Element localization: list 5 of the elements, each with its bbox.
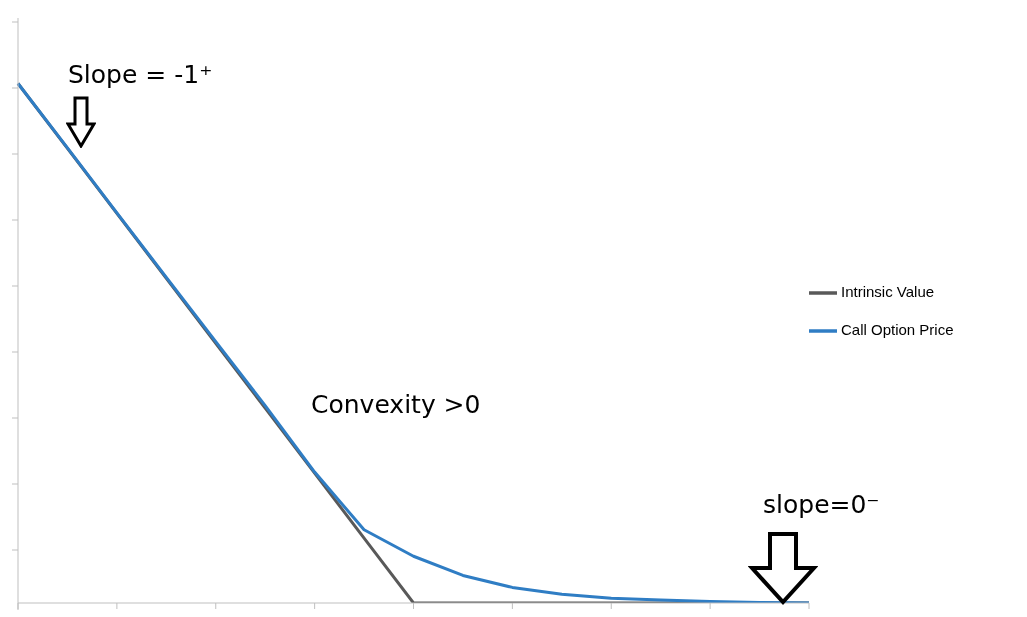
legend-label: Call Option Price: [841, 320, 954, 338]
annotation: Slope = -1⁺: [68, 60, 213, 89]
annotation: Convexity >0: [311, 390, 481, 419]
annotation: slope=0⁻: [763, 490, 880, 519]
legend-label: Intrinsic Value: [841, 282, 935, 300]
